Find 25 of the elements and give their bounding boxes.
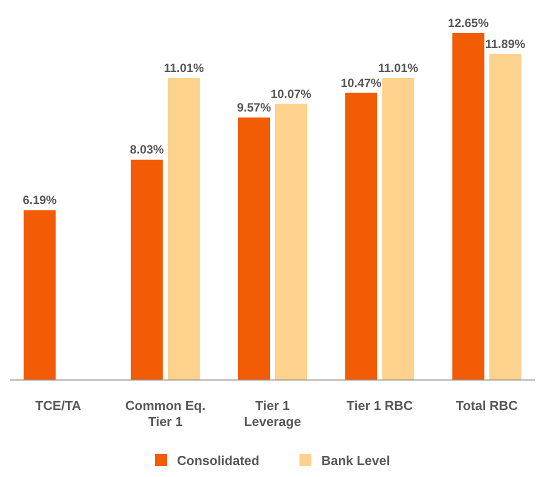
bar	[452, 33, 484, 380]
x-tick-label: TCE/TA	[35, 398, 82, 413]
bar	[238, 117, 270, 380]
bar	[489, 54, 522, 380]
data-label: 12.65%	[448, 16, 489, 30]
legend-label: Bank Level	[321, 453, 390, 468]
data-label: 10.47%	[340, 76, 382, 90]
x-tick-label: Common Eq. Tier 1	[125, 398, 206, 429]
bar	[345, 92, 378, 380]
bar	[130, 160, 163, 380]
data-label: 6.19%	[22, 193, 58, 208]
data-label: 11.89%	[485, 36, 526, 51]
x-tick-label: Tier 1 RBC	[346, 398, 414, 413]
data-label: 11.01%	[164, 60, 204, 75]
data-label: 8.03%	[130, 142, 164, 157]
data-label: 9.57%	[236, 100, 272, 114]
legend-label: Consolidated	[177, 453, 260, 468]
x-tick-label: Tier 1 Leverage	[244, 398, 302, 429]
data-label: 11.01%	[378, 60, 418, 75]
data-label: 10.07%	[270, 86, 312, 101]
bar	[168, 78, 200, 380]
bar	[275, 104, 307, 380]
bar	[382, 78, 414, 380]
x-tick-label: Total RBC	[456, 398, 518, 413]
bar	[24, 210, 56, 380]
